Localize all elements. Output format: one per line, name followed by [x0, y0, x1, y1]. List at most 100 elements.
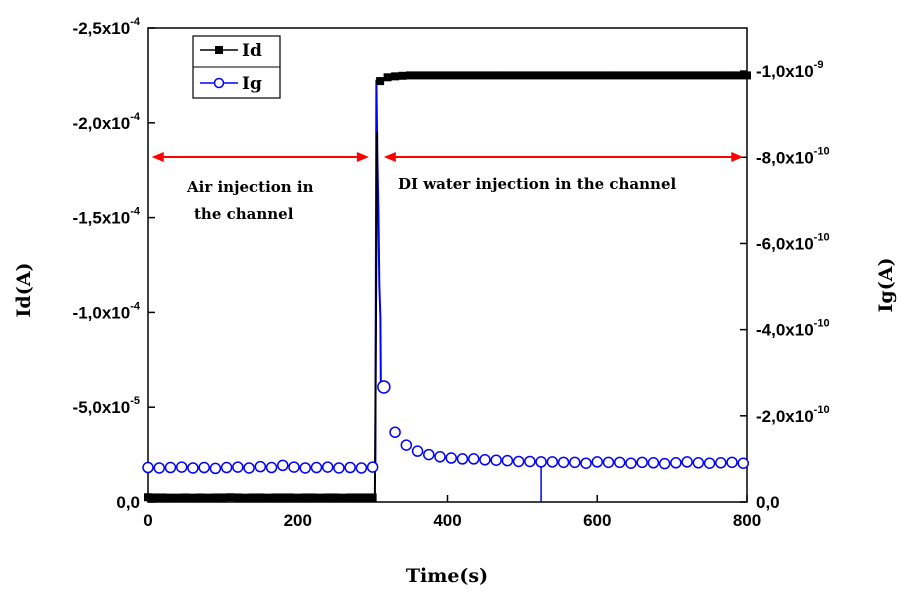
id-point: [353, 493, 362, 502]
annotation-text: DI water injection in the channel: [398, 175, 676, 193]
ig-point: [535, 456, 547, 468]
id-point: [548, 71, 557, 80]
x-tick-label: 400: [433, 511, 461, 530]
id-point: [563, 71, 572, 80]
id-jump-line: [373, 132, 379, 498]
id-point: [406, 71, 415, 80]
ig-point: [175, 461, 188, 473]
id-point: [316, 493, 325, 502]
id-point: [510, 71, 519, 80]
ig-point: [501, 454, 514, 467]
id-point: [533, 71, 542, 80]
id-point: [361, 493, 370, 502]
y-left-tick-label: -2,5x10-4: [73, 16, 141, 38]
ig-point: [557, 456, 570, 469]
id-point: [630, 71, 639, 80]
annotation-arrowhead-left: [151, 152, 164, 162]
ig-point: [456, 453, 469, 465]
annotation-arrowhead-left: [383, 152, 396, 162]
id-point: [346, 493, 355, 502]
ig-point: [389, 426, 401, 438]
ig-point: [153, 462, 165, 474]
y-left-tick-label: -1,0x10-4: [73, 300, 141, 322]
x-tick-label: 800: [733, 511, 761, 530]
ig-transient-spike: [370, 79, 542, 502]
y-right-tick-label: -2,0x10-10: [756, 404, 830, 426]
legend-id-marker: [215, 46, 223, 54]
ig-point: [333, 462, 345, 474]
id-point: [675, 71, 684, 80]
ig-point: [658, 457, 671, 470]
id-point: [593, 71, 602, 80]
ig-point: [355, 462, 368, 474]
ig-point: [220, 461, 233, 474]
id-point: [720, 71, 729, 80]
ig-point: [546, 456, 559, 468]
ig-point: [613, 456, 626, 469]
id-point: [338, 493, 347, 502]
id-point: [570, 71, 579, 80]
ig-point: [209, 462, 222, 475]
y-left-tick-label: -2,0x10-4: [73, 111, 141, 133]
id-point: [600, 71, 609, 80]
ig-point: [344, 461, 356, 474]
y-right-tick-label: -4,0x10-10: [756, 318, 830, 340]
id-point: [555, 71, 564, 80]
ig-point: [681, 456, 693, 468]
id-point: [450, 71, 459, 80]
y-right-tick-label: 0,0: [756, 493, 780, 512]
y-right-axis-title: Ig(A): [875, 258, 897, 313]
series-ig: [142, 380, 750, 475]
ig-point: [602, 456, 615, 469]
id-point: [465, 71, 474, 80]
id-point: [585, 71, 594, 80]
id-point: [690, 71, 699, 80]
y-right-tick-label: -6,0x10-10: [756, 231, 830, 253]
ig-point: [726, 456, 738, 469]
ig-point: [636, 456, 648, 469]
ig-point: [692, 457, 705, 469]
id-point: [615, 71, 624, 80]
id-point: [323, 493, 332, 502]
id-point: [211, 493, 220, 502]
x-tick-label: 600: [583, 511, 611, 530]
ig-point: [187, 462, 199, 474]
ig-point: [243, 462, 255, 474]
id-point: [683, 71, 692, 80]
ig-point: [479, 454, 491, 466]
ig-point: [321, 461, 334, 473]
annotation-arrowhead-right: [731, 152, 744, 162]
id-point: [421, 71, 430, 80]
id-point: [653, 71, 662, 80]
x-tick-label: 0: [143, 511, 152, 530]
legend-ig-marker: [213, 77, 225, 89]
y-left-tick-label: -1,5x10-4: [73, 206, 141, 228]
id-point: [241, 493, 250, 502]
id-point: [743, 71, 751, 80]
ig-point: [524, 455, 536, 468]
legend-id-label: Id: [242, 41, 262, 61]
ig-point: [277, 459, 289, 472]
legend: Id Ig: [192, 35, 281, 99]
annotation-arrowhead-right: [356, 152, 369, 162]
id-point: [518, 71, 527, 80]
ig-point: [265, 461, 278, 474]
ig-point: [647, 457, 660, 469]
y-left-tick-label: 0,0: [116, 493, 140, 512]
ig-point: [434, 451, 446, 463]
ig-point: [467, 453, 480, 465]
id-point: [705, 71, 714, 80]
ig-point: [400, 439, 413, 451]
annotation-text: Air injection in: [186, 178, 314, 196]
id-point: [256, 493, 265, 502]
id-point: [473, 71, 482, 80]
ig-point: [288, 461, 300, 473]
id-point: [458, 71, 467, 80]
annotation-text: the channel: [194, 205, 294, 223]
ig-point: [310, 461, 323, 474]
id-point: [503, 71, 512, 80]
x-axis-title: Time(s): [406, 565, 488, 587]
ig-point: [670, 457, 682, 469]
ig-point: [512, 455, 525, 468]
id-point: [368, 493, 377, 502]
